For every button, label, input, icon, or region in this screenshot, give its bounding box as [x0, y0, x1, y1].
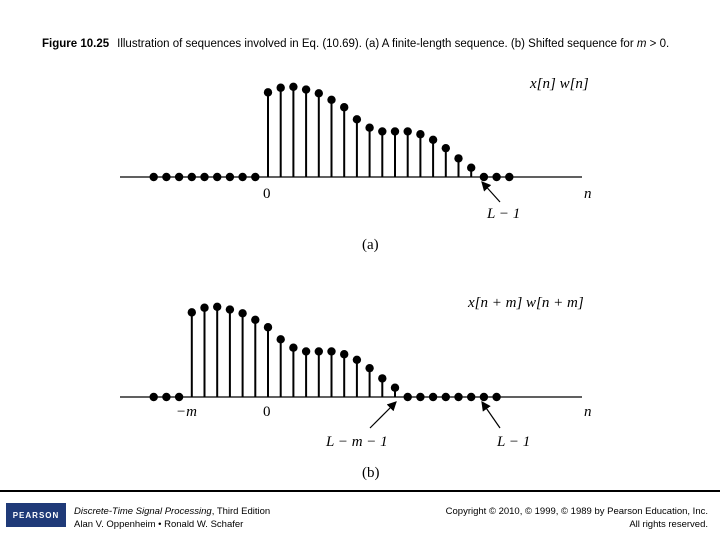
copyright-text: Copyright © 2010, © 1999, © 1989 by Pear… [445, 506, 708, 517]
panel-b-value-sample [251, 315, 260, 325]
panel-a-value-sample [467, 163, 476, 172]
footer-book-info: Discrete-Time Signal Processing, Third E… [74, 505, 270, 531]
panel-a-zero-sample [213, 172, 222, 182]
book-edition: , Third Edition [211, 506, 271, 517]
panel-a-value-sample [289, 82, 298, 91]
panel-a-end-arrow [481, 181, 501, 203]
footer-copyright: Copyright © 2010, © 1999, © 1989 by Pear… [446, 505, 708, 531]
panel-b-value-sample [314, 347, 323, 356]
panel-b-value-sample [187, 308, 196, 317]
panel-b-value-sample [276, 335, 285, 344]
rights-text: All rights reserved. [629, 519, 708, 530]
panel-b-zero-sample [479, 392, 489, 402]
panel-a-value-sample [403, 127, 412, 136]
panel-b-zero-sample [403, 392, 412, 402]
panel-a-zero-sample [162, 172, 171, 182]
panel-b-value-sample [263, 323, 273, 332]
panel-a-sub-label: (a) [362, 237, 379, 253]
panel-a-value-sample [441, 143, 450, 153]
panel-a-value-sample [390, 127, 400, 136]
panel-b-origin-label: 0 [263, 404, 271, 420]
panel-b-sub-label: (b) [362, 465, 380, 481]
panel-a-zero-sample [505, 172, 514, 182]
panel-a-zero-sample [149, 172, 158, 182]
panel-b-value-sample [365, 363, 374, 373]
panel-b-value-sample [327, 347, 336, 356]
panel-b-stems [149, 302, 501, 402]
panel-a-value-sample [327, 95, 336, 105]
caption-text: Illustration of sequences involved in Eq… [117, 38, 634, 50]
panel-b-n-label: n [584, 404, 592, 420]
panel-a-value-sample [276, 83, 285, 92]
panel-b-value-sample [340, 350, 349, 359]
panel-a-end-label: L − 1 [486, 206, 520, 222]
pearson-logo: PEARSON [6, 503, 66, 527]
panel-b-value-sample [289, 343, 298, 352]
panel-a-zero-sample [238, 172, 247, 182]
panel-b-value-sample [200, 303, 209, 312]
panel-a-n-label: n [584, 186, 592, 202]
panel-b-zero-sample [174, 392, 184, 402]
panel-a-zero-sample [187, 172, 196, 182]
panel-b-zero-sample [149, 392, 158, 402]
panel-a-zero-sample [225, 172, 235, 182]
panel-a: x[n] w[n] 0 n L − 1 (a) [120, 76, 592, 253]
panel-a-zero-sample [479, 172, 489, 182]
figure-label: Figure 10.25 [42, 38, 110, 50]
panel-b-zero-sample [441, 392, 450, 402]
panel-b-value-sample [301, 347, 311, 356]
panel-a-value-sample [301, 85, 311, 94]
book-title: Discrete-Time Signal Processing [74, 506, 212, 517]
panel-a-title: x[n] w[n] [529, 76, 589, 92]
panel-a-value-sample [352, 115, 362, 124]
panel-a-origin-label: 0 [263, 186, 271, 202]
panel-b-title: x[n + m] w[n + m] [467, 295, 584, 311]
panel-b-zero-sample [428, 392, 438, 402]
panel-a-zero-sample [174, 172, 184, 182]
panel-a-value-sample [314, 89, 323, 98]
panel-b-value-sample [213, 302, 222, 311]
panel-a-zero-sample [492, 172, 501, 182]
book-authors: Alan V. Oppenheim • Ronald W. Schafer [74, 519, 244, 530]
panel-a-value-sample [340, 103, 349, 112]
panel-b-value-sample [225, 305, 235, 314]
panel-a-value-sample [416, 130, 425, 139]
panel-b-value-sample [352, 355, 362, 364]
panel-b-end-label: L − 1 [496, 434, 530, 450]
figure-caption: Figure 10.25 Illustration of sequences in… [42, 36, 682, 52]
caption-m-symbol: m [636, 38, 647, 50]
panel-b-neg-m-label: −m [176, 404, 197, 420]
panel-a-value-sample [378, 127, 387, 136]
panel-b-value-sample [238, 309, 247, 318]
panel-b-mid-label: L − m − 1 [325, 434, 388, 450]
panel-a-zero-sample [251, 172, 260, 182]
panel-b-zero-sample [454, 392, 463, 402]
panel-a-value-sample [454, 154, 463, 163]
panel-b-zero-sample [492, 392, 501, 402]
panel-a-zero-sample [200, 172, 209, 182]
panel-a-value-sample [428, 135, 438, 144]
panel-b-zero-sample [416, 392, 425, 402]
panel-a-stems [149, 82, 514, 182]
panel-b: x[n + m] w[n + m] −m 0 n L − m − 1 L − 1… [120, 295, 592, 481]
panel-b-value-sample [378, 374, 387, 383]
stem-plot-figure: x[n] w[n] 0 n L − 1 (a) x[n + m] w[n + m… [120, 76, 592, 481]
panel-b-end-arrow [481, 401, 501, 429]
caption-text-end: > 0. [649, 38, 670, 50]
panel-b-mid-arrow [369, 401, 397, 429]
panel-b-zero-sample [467, 392, 476, 402]
panel-b-zero-sample [162, 392, 171, 402]
footer-divider [0, 490, 720, 492]
panel-b-value-sample [390, 383, 400, 392]
panel-a-value-sample [365, 123, 374, 132]
panel-a-value-sample [263, 88, 273, 97]
